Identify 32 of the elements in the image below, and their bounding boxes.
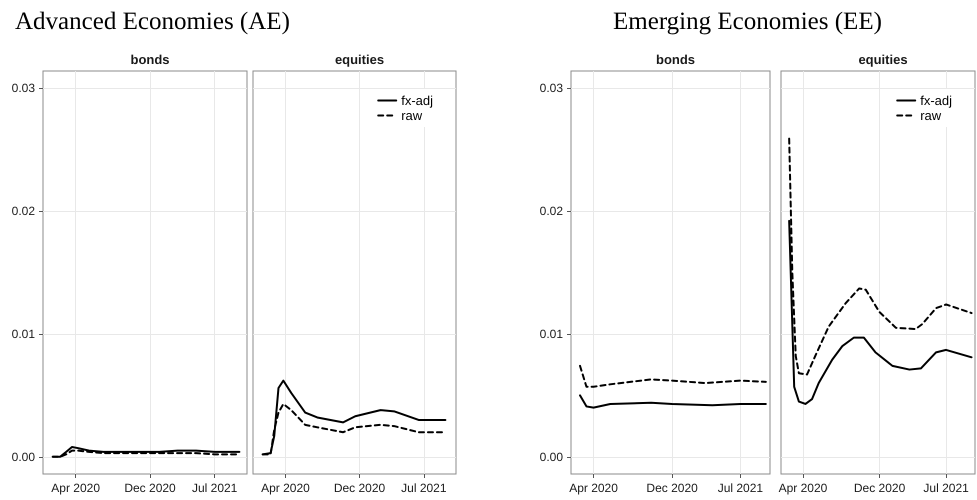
y-tick-label: 0.00 bbox=[12, 450, 36, 464]
x-tick-label: Dec 2020 bbox=[646, 481, 698, 495]
chart-subtitle: bonds bbox=[656, 52, 695, 67]
x-tick-label: Apr 2020 bbox=[261, 481, 310, 495]
legend-label: fx-adj bbox=[920, 93, 952, 108]
x-tick-label: Jul 2021 bbox=[718, 481, 764, 495]
x-tick-label: Dec 2020 bbox=[334, 481, 386, 495]
x-tick-label: Jul 2021 bbox=[401, 481, 447, 495]
y-tick-label: 0.01 bbox=[12, 326, 36, 341]
x-tick-label: Dec 2020 bbox=[854, 481, 906, 495]
line-series bbox=[579, 364, 767, 388]
y-tick-label: 0.03 bbox=[12, 81, 36, 96]
x-tick-label: Apr 2020 bbox=[51, 481, 100, 495]
chart-subtitle: equities bbox=[334, 52, 384, 67]
y-tick-label: 0.03 bbox=[540, 81, 564, 96]
legend-label: raw bbox=[401, 108, 423, 123]
x-tick-label: Jul 2021 bbox=[923, 481, 970, 495]
x-tick-label: Apr 2020 bbox=[569, 481, 618, 495]
y-tick-label: 0.02 bbox=[540, 204, 564, 218]
x-tick-label: Apr 2020 bbox=[778, 481, 828, 495]
legend-label: fx-adj bbox=[401, 93, 434, 108]
chart-subtitle: equities bbox=[858, 52, 908, 67]
y-tick-label: 0.01 bbox=[540, 326, 564, 341]
chart-subtitle: bonds bbox=[130, 52, 170, 67]
x-tick-label: Jul 2021 bbox=[192, 481, 238, 495]
y-tick-label: 0.02 bbox=[12, 204, 36, 218]
chart-title: Advanced Economies (AE) bbox=[15, 8, 290, 35]
legend-label: raw bbox=[920, 108, 942, 123]
y-tick-label: 0.00 bbox=[540, 450, 564, 464]
x-tick-label: Dec 2020 bbox=[124, 481, 176, 495]
line-series bbox=[579, 394, 767, 409]
chart-title: Emerging Economies (EE) bbox=[613, 8, 882, 35]
